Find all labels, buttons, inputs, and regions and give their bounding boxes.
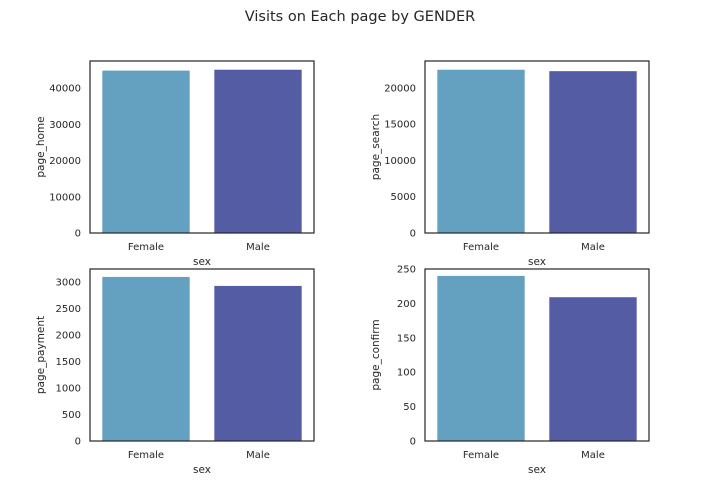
x-tick-label: Female <box>128 242 164 253</box>
x-axis-label: sex <box>193 464 211 476</box>
y-tick-label: 0 <box>410 229 416 240</box>
bar-male <box>214 285 302 441</box>
y-tick-label: 3000 <box>56 278 81 289</box>
x-axis-label: sex <box>528 256 546 268</box>
subplot-page_payment: Female Male 0 500 1000 1500 2000 2500 3000 sex pag… <box>35 268 315 476</box>
subplot-page_search: Female Male 0 5000 10000 15000 20000 sex page_se… <box>370 60 650 268</box>
bar-male <box>214 69 302 233</box>
x-tick-label: Male <box>246 450 270 461</box>
x-tick-label: Female <box>463 242 499 253</box>
bar-male <box>549 297 637 441</box>
axes-frame <box>89 60 315 234</box>
y-tick-label: 150 <box>397 333 416 344</box>
x-tick-label: Female <box>128 450 164 461</box>
figure-title: Visits on Each page by GENDER <box>244 9 476 25</box>
y-tick-label: 0 <box>75 437 81 448</box>
y-tick-label: 20000 <box>384 83 416 94</box>
y-axis-label: page_confirm <box>370 319 382 390</box>
y-tick-label: 40000 <box>49 84 81 95</box>
y-tick-label: 10000 <box>49 192 81 203</box>
y-tick-label: 200 <box>397 299 416 310</box>
y-tick-label: 2000 <box>56 331 81 342</box>
y-tick-label: 30000 <box>49 120 81 131</box>
bar-male <box>549 71 637 233</box>
y-tick-label: 100 <box>397 368 416 379</box>
bar-female <box>102 276 190 441</box>
x-tick-label: Male <box>246 242 270 253</box>
y-tick-label: 2500 <box>56 304 81 315</box>
bar-female <box>437 275 525 441</box>
subplot-page_home: Female Male 0 10000 20000 30000 40000 sex page_h… <box>35 60 315 268</box>
bar-female <box>102 70 190 233</box>
y-tick-label: 20000 <box>49 156 81 167</box>
y-axis-label: page_search <box>370 114 382 180</box>
y-tick-label: 250 <box>397 265 416 276</box>
y-tick-label: 1500 <box>56 357 81 368</box>
x-tick-label: Male <box>581 450 605 461</box>
y-tick-label: 0 <box>75 229 81 240</box>
x-axis-label: sex <box>193 256 211 268</box>
axes-frame <box>424 268 650 442</box>
y-tick-label: 500 <box>62 410 81 421</box>
axes-frame <box>424 60 650 234</box>
bar-female <box>437 69 525 234</box>
x-axis-label: sex <box>528 464 546 476</box>
y-tick-label: 10000 <box>384 156 416 167</box>
axes-frame <box>89 268 315 442</box>
y-tick-label: 15000 <box>384 120 416 131</box>
y-axis-label: page_home <box>35 116 47 177</box>
y-tick-label: 50 <box>403 402 416 413</box>
y-tick-label: 0 <box>410 437 416 448</box>
x-tick-label: Female <box>463 450 499 461</box>
x-tick-label: Male <box>581 242 605 253</box>
y-tick-label: 1000 <box>56 384 81 395</box>
subplot-page_confirm: Female Male 0 50 100 150 200 250 sex page_confirm <box>370 265 650 476</box>
y-tick-label: 5000 <box>391 192 416 203</box>
y-axis-label: page_payment <box>35 316 47 394</box>
